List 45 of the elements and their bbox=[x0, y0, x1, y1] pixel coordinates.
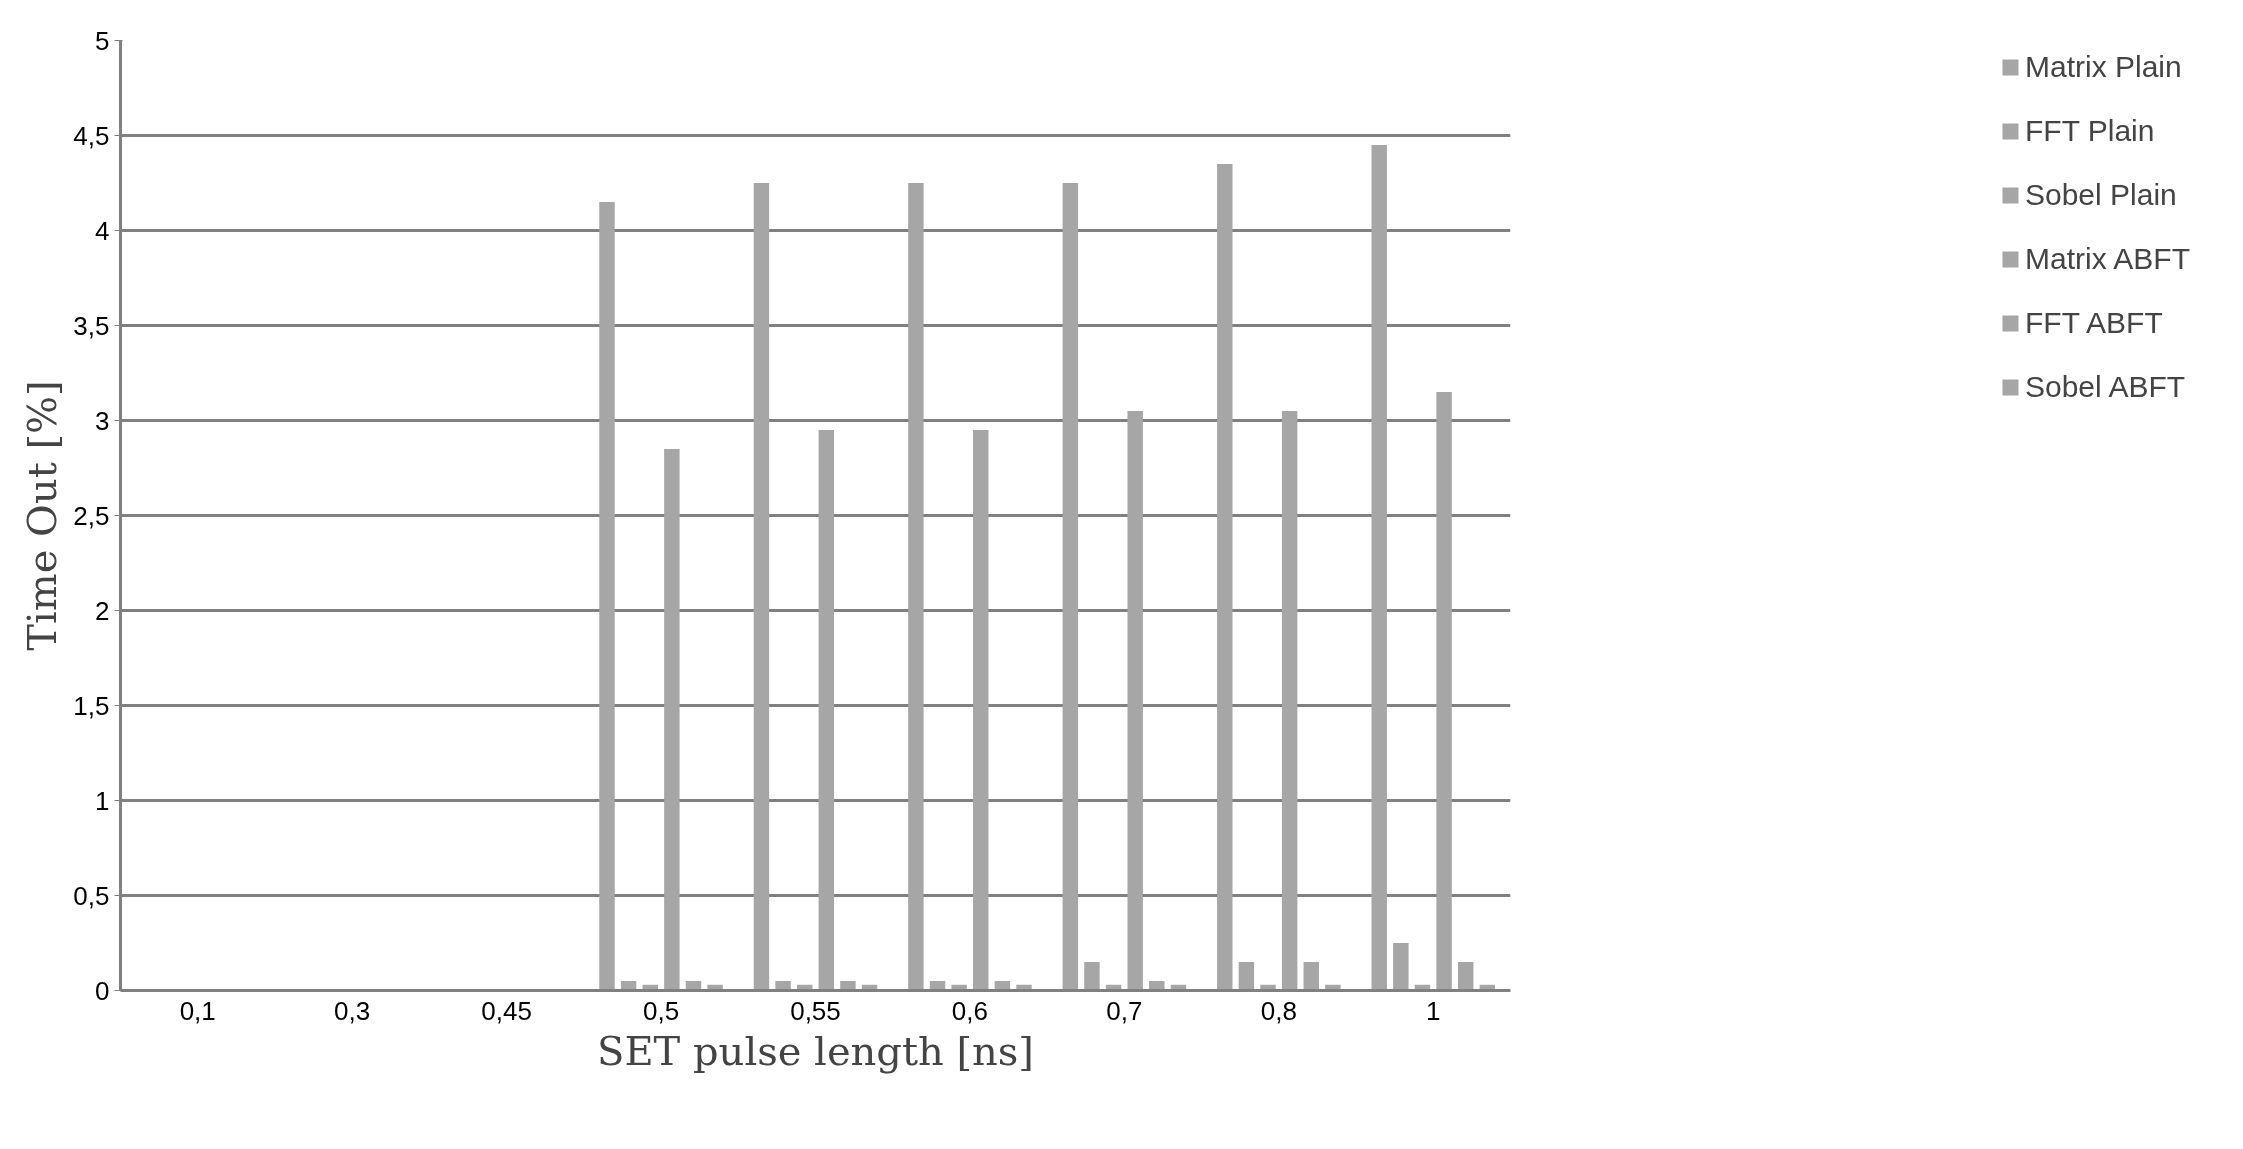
x-tick-label: 0,1 bbox=[179, 995, 216, 1026]
bar bbox=[1217, 164, 1233, 991]
legend-label: Sobel ABFT bbox=[2024, 370, 2186, 404]
x-tick-label: 0,5 bbox=[642, 995, 680, 1026]
y-tick-label: 0,5 bbox=[73, 880, 110, 911]
y-tick-label: 3 bbox=[95, 405, 110, 436]
bar bbox=[973, 430, 989, 991]
x-tick-label: 1 bbox=[1426, 995, 1441, 1026]
y-tick-label: 1,5 bbox=[73, 690, 110, 721]
y-tick-label: 4 bbox=[95, 215, 110, 246]
y-tick-label: 4,5 bbox=[73, 120, 110, 151]
legend-label: FFT ABFT bbox=[2024, 306, 2163, 340]
bar bbox=[1371, 145, 1387, 991]
y-tick-label: 5 bbox=[95, 25, 110, 56]
x-tick-label: 0,55 bbox=[790, 995, 841, 1026]
bar bbox=[1084, 962, 1100, 991]
x-tick-label: 0,45 bbox=[481, 995, 532, 1026]
bar bbox=[1393, 943, 1409, 991]
bar bbox=[1281, 411, 1298, 991]
y-tick-label: 1 bbox=[95, 785, 110, 816]
bar bbox=[1436, 392, 1452, 991]
legend-label: Sobel Plain bbox=[2024, 178, 2177, 212]
legend-label: Matrix ABFT bbox=[2024, 242, 2190, 276]
bar bbox=[599, 202, 615, 991]
x-tick-label: 0,6 bbox=[951, 995, 989, 1026]
y-tick-label: 2,5 bbox=[73, 500, 110, 531]
bar bbox=[1238, 962, 1255, 991]
bar bbox=[753, 183, 770, 991]
x-axis-title: SET pulse length [ns] bbox=[597, 1027, 1034, 1074]
y-axis-title: Time Out [%] bbox=[19, 380, 66, 651]
bar bbox=[1062, 183, 1079, 991]
y-tick-label: 0 bbox=[95, 975, 110, 1006]
x-tick-label: 0,7 bbox=[1106, 995, 1143, 1026]
legend-label: Matrix Plain bbox=[2024, 50, 2182, 84]
x-tick-label: 0,3 bbox=[334, 995, 371, 1026]
bar bbox=[908, 183, 924, 991]
bar bbox=[664, 449, 680, 991]
legend-label: FFT Plain bbox=[2024, 114, 2155, 148]
y-tick-label: 3,5 bbox=[73, 310, 110, 341]
y-tick-label: 2 bbox=[95, 595, 110, 626]
bar bbox=[818, 430, 835, 991]
bar bbox=[1303, 962, 1319, 991]
bar bbox=[1457, 962, 1474, 991]
bar bbox=[1127, 411, 1143, 991]
x-tick-label: 0,8 bbox=[1260, 995, 1297, 1026]
